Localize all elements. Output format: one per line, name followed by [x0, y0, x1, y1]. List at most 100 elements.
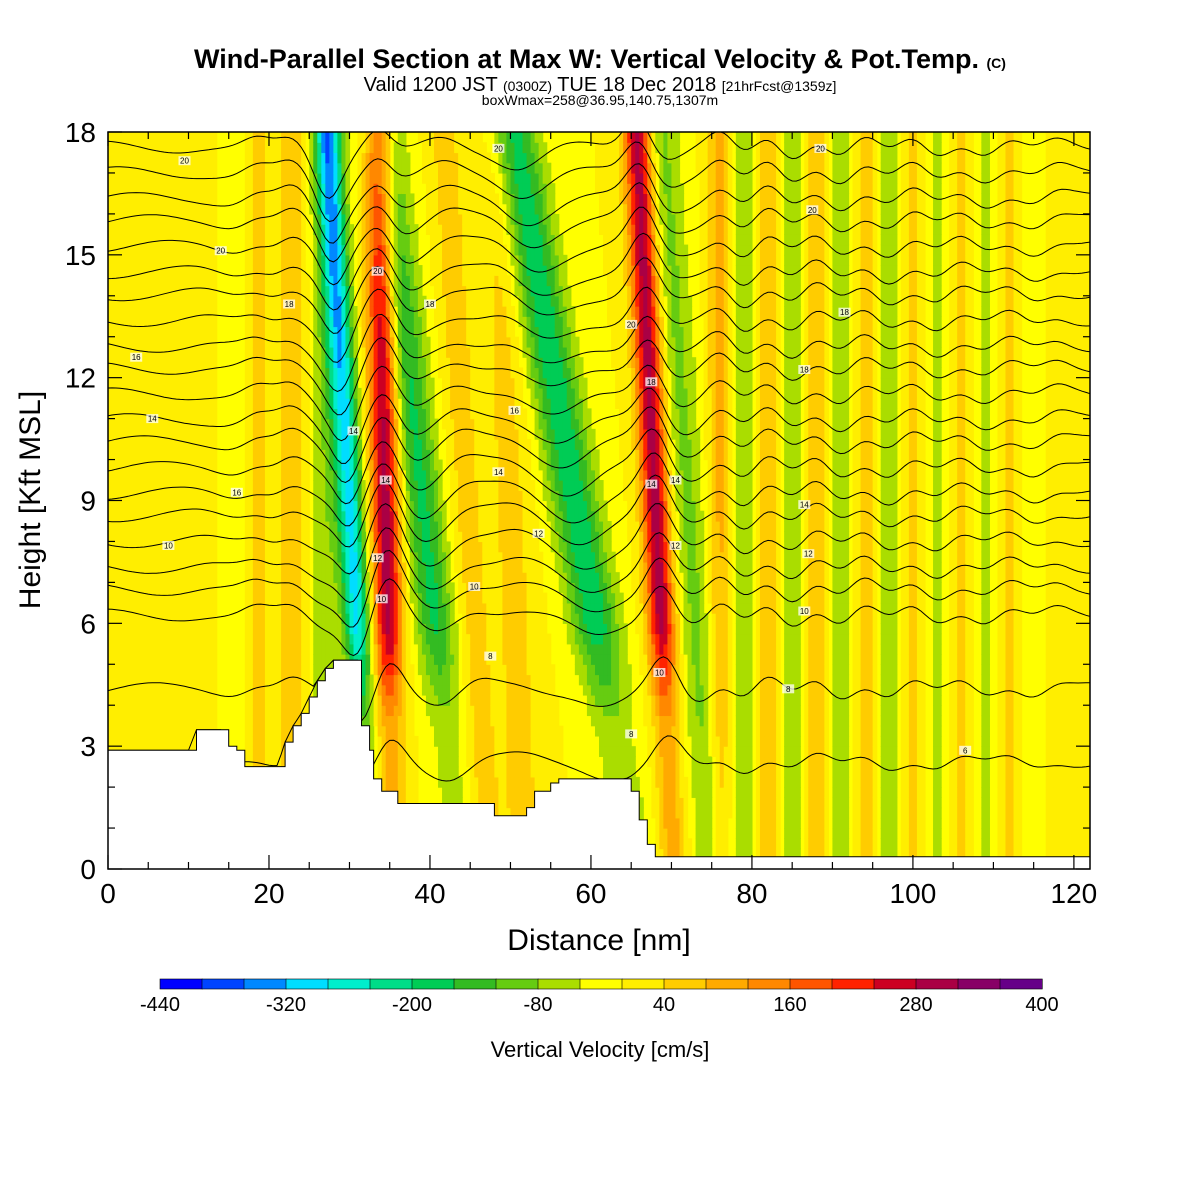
w-cell — [176, 664, 182, 676]
w-cell — [140, 582, 145, 594]
w-cell — [285, 306, 290, 317]
w-cell — [317, 193, 322, 205]
w-cell — [148, 623, 153, 635]
w-cell — [281, 613, 286, 624]
w-cell — [273, 244, 278, 256]
w-cell — [160, 572, 165, 583]
w-cell — [180, 715, 186, 727]
w-cell — [128, 469, 133, 481]
w-cell — [108, 592, 113, 604]
w-cell — [244, 203, 250, 215]
w-cell — [365, 193, 371, 205]
w-cell — [273, 326, 278, 338]
w-cell — [208, 234, 214, 246]
w-cell — [124, 664, 129, 676]
w-cell — [264, 357, 270, 369]
w-cell — [256, 408, 262, 420]
w-cell — [397, 582, 403, 594]
w-cell — [132, 449, 137, 461]
w-cell — [136, 735, 141, 747]
w-cell — [321, 275, 326, 287]
w-cell — [164, 490, 169, 502]
w-cell — [184, 234, 190, 246]
w-cell — [321, 306, 326, 317]
w-cell — [361, 234, 367, 246]
w-cell — [152, 643, 157, 655]
w-cell — [192, 326, 198, 338]
w-cell — [293, 561, 298, 573]
w-cell — [124, 398, 129, 409]
w-cell — [385, 746, 391, 758]
w-cell — [164, 582, 169, 594]
w-cell — [112, 735, 117, 747]
w-cell — [273, 172, 278, 184]
w-cell — [317, 480, 322, 491]
w-cell — [305, 572, 310, 583]
w-cell — [184, 162, 190, 174]
w-cell — [329, 357, 334, 369]
w-cell — [389, 357, 395, 369]
w-cell — [345, 295, 351, 307]
w-cell — [365, 449, 371, 461]
w-cell — [140, 561, 145, 573]
w-cell — [285, 377, 290, 389]
w-cell — [369, 336, 375, 348]
w-cell — [397, 756, 403, 768]
w-cell — [377, 336, 383, 348]
w-cell — [289, 623, 294, 635]
w-cell — [297, 531, 302, 543]
w-cell — [417, 295, 423, 307]
w-cell — [373, 295, 379, 307]
w-cell — [264, 213, 270, 225]
w-cell — [361, 643, 367, 655]
w-cell — [156, 408, 161, 420]
w-cell — [361, 520, 367, 532]
w-cell — [140, 694, 145, 706]
w-cell — [208, 490, 214, 502]
w-cell — [389, 346, 395, 358]
w-cell — [301, 203, 306, 215]
w-cell — [260, 203, 266, 215]
w-cell — [277, 357, 282, 369]
w-cell — [168, 213, 173, 225]
w-cell — [128, 725, 133, 737]
w-cell — [277, 735, 282, 747]
w-cell — [285, 254, 290, 266]
w-cell — [180, 275, 186, 287]
w-cell — [128, 377, 133, 389]
w-cell — [208, 439, 214, 450]
w-cell — [273, 142, 278, 154]
w-cell — [385, 326, 391, 338]
w-cell — [180, 224, 186, 235]
w-cell — [176, 674, 182, 686]
w-cell — [325, 613, 330, 624]
w-cell — [128, 633, 133, 645]
w-cell — [188, 623, 194, 635]
w-cell — [425, 643, 431, 655]
w-cell — [128, 152, 133, 164]
w-cell — [136, 531, 141, 543]
w-cell — [349, 572, 355, 583]
w-cell — [329, 654, 334, 665]
w-cell — [381, 531, 387, 543]
w-cell — [168, 142, 173, 154]
w-cell — [397, 142, 403, 154]
w-cell — [168, 398, 173, 409]
w-cell — [164, 387, 169, 399]
w-cell — [357, 193, 363, 205]
w-cell — [333, 162, 338, 174]
w-cell — [116, 326, 121, 338]
w-cell — [156, 480, 161, 491]
w-cell — [293, 398, 298, 409]
w-cell — [264, 735, 270, 747]
w-cell — [277, 449, 282, 461]
w-cell — [180, 694, 186, 706]
w-cell — [321, 633, 326, 645]
w-cell — [252, 357, 258, 369]
w-cell — [268, 346, 274, 358]
w-cell — [293, 469, 298, 481]
w-cell — [425, 684, 431, 696]
w-cell — [268, 469, 274, 481]
w-cell — [289, 633, 294, 645]
